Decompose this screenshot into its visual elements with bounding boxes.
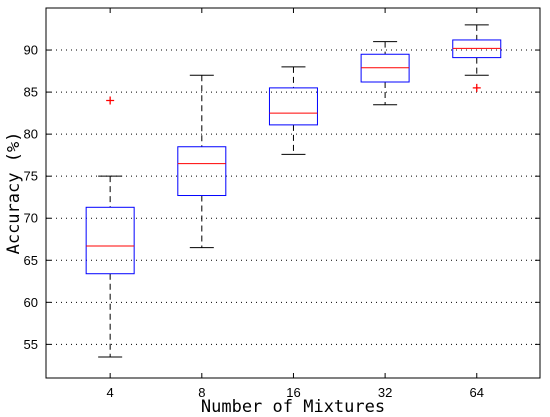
x-axis: 4 8 16 32 64 — [107, 8, 484, 400]
y-tick-label-55: 55 — [24, 337, 38, 352]
grid-lines — [46, 49, 540, 345]
box-32 — [360, 41, 410, 106]
x-tick-label-4: 4 — [107, 385, 114, 400]
y-tick-label-70: 70 — [24, 211, 38, 226]
iqr-box — [268, 87, 318, 126]
box-8 — [177, 74, 227, 249]
x-tick-label-16: 16 — [286, 385, 300, 400]
x-tick-label-32: 32 — [378, 385, 392, 400]
y-tick-label-60: 60 — [24, 295, 38, 310]
outlier-marker-0 — [472, 83, 481, 92]
box-4 — [85, 96, 135, 358]
y-axis-label: Accuracy (%) — [4, 132, 24, 255]
y-axis: 55 60 65 70 75 80 85 90 — [24, 43, 540, 352]
x-axis-label: Number of Mixtures — [201, 397, 385, 417]
plot-frame — [45, 7, 541, 379]
box-series — [85, 24, 502, 358]
y-tick-label-80: 80 — [24, 127, 38, 142]
iqr-box — [85, 206, 135, 275]
outlier-marker-0 — [106, 96, 115, 105]
iqr-box — [177, 146, 227, 197]
y-tick-label-85: 85 — [24, 85, 38, 100]
x-tick-label-64: 64 — [470, 385, 484, 400]
x-tick-label-8: 8 — [198, 385, 205, 400]
y-tick-label-90: 90 — [24, 43, 38, 58]
box-16 — [268, 66, 318, 155]
y-tick-label-65: 65 — [24, 253, 38, 268]
y-tick-label-75: 75 — [24, 169, 38, 184]
box-64 — [452, 24, 502, 92]
